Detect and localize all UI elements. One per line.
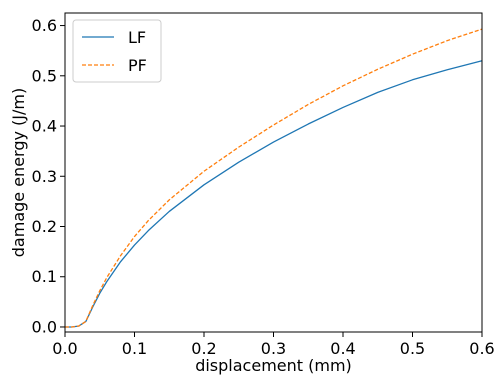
x-tick-label: 0.6 (469, 339, 494, 358)
legend-label-pf: PF (128, 56, 147, 75)
y-tick-label: 0.0 (32, 317, 57, 336)
legend-label-lf: LF (128, 28, 146, 47)
legend: LF PF (72, 19, 162, 83)
y-axis: 0.0 0.1 0.2 0.3 0.4 0.5 0.6 (32, 16, 65, 336)
x-tick-label: 0.5 (400, 339, 425, 358)
x-tick-label: 0.3 (261, 339, 286, 358)
y-tick-label: 0.5 (32, 66, 57, 85)
x-tick-label: 0.1 (122, 339, 147, 358)
series-line-lf (65, 60, 483, 328)
y-tick-label: 0.1 (32, 267, 57, 286)
series-lines (65, 28, 483, 328)
y-tick-label: 0.4 (32, 117, 57, 136)
series-line-pf (65, 28, 483, 328)
x-axis: 0.0 0.1 0.2 0.3 0.4 0.5 0.6 (52, 332, 495, 358)
y-tick-label: 0.6 (32, 16, 57, 35)
x-tick-label: 0.2 (191, 339, 216, 358)
y-axis-label: damage energy (J/m) (9, 88, 28, 257)
x-tick-label: 0.4 (330, 339, 355, 358)
y-tick-label: 0.3 (32, 167, 57, 186)
x-axis-label: displacement (mm) (195, 356, 352, 375)
legend-box (72, 19, 162, 83)
y-tick-label: 0.2 (32, 217, 57, 236)
x-tick-label: 0.0 (52, 339, 77, 358)
